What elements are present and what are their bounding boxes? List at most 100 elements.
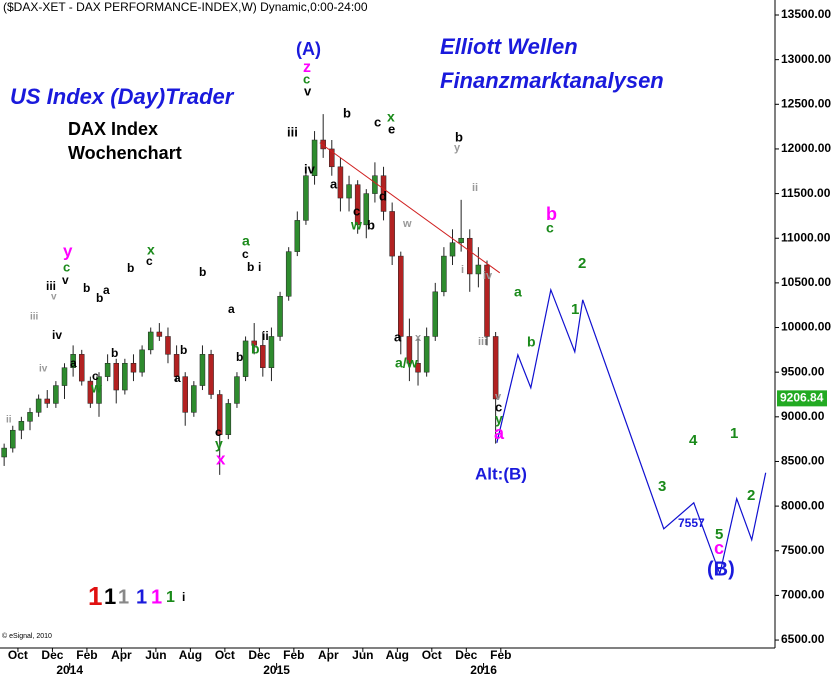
wave-label: (A) (296, 39, 321, 59)
wave-label: c (146, 254, 153, 268)
year-tick-label: 2016 (470, 663, 497, 677)
wave-label: c (374, 114, 381, 129)
wave-label: 5 (715, 526, 723, 543)
candle-body (303, 175, 309, 221)
wave-label: b (527, 334, 536, 350)
candle-body (104, 362, 111, 377)
wave-label: iv (304, 161, 316, 176)
candle-body (18, 421, 25, 431)
copyright: © eSignal, 2010 (2, 632, 52, 640)
candle-body (96, 376, 102, 404)
wave-label: b (455, 129, 463, 144)
candle-body (61, 367, 68, 386)
candle-body (406, 336, 413, 364)
wave-label: iii (46, 279, 56, 293)
candle-body (156, 331, 163, 337)
candle-body (294, 220, 301, 252)
wave-label: b (83, 281, 90, 295)
x-tick-label: Apr (111, 648, 132, 662)
candle-body (35, 398, 42, 413)
candle-body (208, 354, 214, 395)
wave-label: b (111, 346, 118, 360)
wave-label: 1 (104, 584, 116, 609)
wave-label: c (92, 369, 99, 383)
candle-body (173, 354, 180, 377)
candle-body (398, 255, 404, 337)
candle-body (329, 148, 335, 168)
wave-label: a (394, 329, 402, 344)
wave-label: y (63, 241, 73, 260)
candle-body (234, 376, 240, 404)
wave-label: c (546, 220, 554, 236)
wave-label: a (103, 283, 110, 297)
x-tick-label: Feb (490, 648, 511, 662)
wave-label: c (714, 538, 724, 558)
last-price-box (777, 390, 827, 407)
wave-label: v (51, 292, 57, 303)
candle-body (467, 237, 473, 275)
y-tick-label: 12500.00 (781, 96, 831, 110)
x-tick-label: Dec (455, 648, 477, 662)
wave-label: i (258, 260, 261, 274)
candle-body (251, 340, 257, 346)
wave-label: Finanzmarktanalysen (440, 68, 664, 93)
x-tick-label: Aug (386, 648, 409, 662)
candle-body (268, 336, 275, 368)
wave-label: x (216, 449, 226, 468)
candle-body (70, 354, 76, 368)
wave-label: b (180, 343, 187, 357)
candle-body (277, 296, 283, 337)
last-price-label: 9206.84 (780, 391, 824, 405)
wave-label: c (303, 71, 310, 86)
wave-label: e (388, 121, 395, 136)
wave-label: a (330, 176, 338, 191)
y-tick-label: 13500.00 (781, 7, 831, 21)
wave-label: c (242, 247, 249, 261)
wave-label: b (367, 217, 375, 232)
wave-label: iii (287, 124, 298, 139)
wave-label: 1 (730, 425, 738, 442)
wave-label: 7557 (678, 516, 705, 530)
wave-label: Alt:(B) (475, 464, 527, 483)
x-tick-label: Feb (283, 648, 304, 662)
x-tick-label: Oct (215, 648, 235, 662)
wave-label: b (247, 260, 254, 274)
wave-label: z (303, 59, 311, 76)
y-tick-label: 6500.00 (781, 632, 825, 646)
wave-label: 1 (571, 301, 579, 318)
candle-body (122, 362, 128, 391)
wave-label: 3 (658, 478, 666, 495)
year-tick-label: 2015 (263, 663, 290, 677)
wave-label: b (251, 341, 260, 357)
candle-body (147, 331, 154, 351)
wave-label: i (182, 590, 185, 604)
y-tick-label: 8500.00 (781, 454, 825, 468)
wave-label: iv (52, 328, 62, 342)
x-tick-label: Apr (318, 648, 339, 662)
wave-label: c (353, 203, 360, 218)
candle-body (458, 237, 464, 243)
candle-body (27, 412, 33, 422)
y-tick-label: 12000.00 (781, 141, 831, 155)
wave-label: c (495, 399, 502, 414)
y-tick-label: 10500.00 (781, 275, 831, 289)
candle-body (432, 291, 439, 337)
candle-body (415, 362, 421, 373)
x-tick-label: Dec (248, 648, 270, 662)
wave-label: 1 (151, 586, 162, 608)
wave-label: b (96, 291, 103, 305)
chart-title: ($DAX-XET - DAX PERFORMANCE-INDEX,W) Dyn… (3, 0, 368, 14)
x-tick-label: Oct (8, 648, 28, 662)
wave-label: iv (483, 270, 493, 282)
candle-body (475, 264, 482, 275)
candle-body (53, 385, 59, 404)
candle-body (130, 362, 137, 373)
candle-body (165, 336, 171, 355)
candle-body (337, 166, 344, 199)
wave-label: b (546, 204, 557, 224)
wave-label: DAX Index (68, 119, 158, 139)
x-tick-label: Jun (145, 648, 166, 662)
wave-label: w (402, 218, 412, 230)
candle-body (492, 336, 499, 400)
